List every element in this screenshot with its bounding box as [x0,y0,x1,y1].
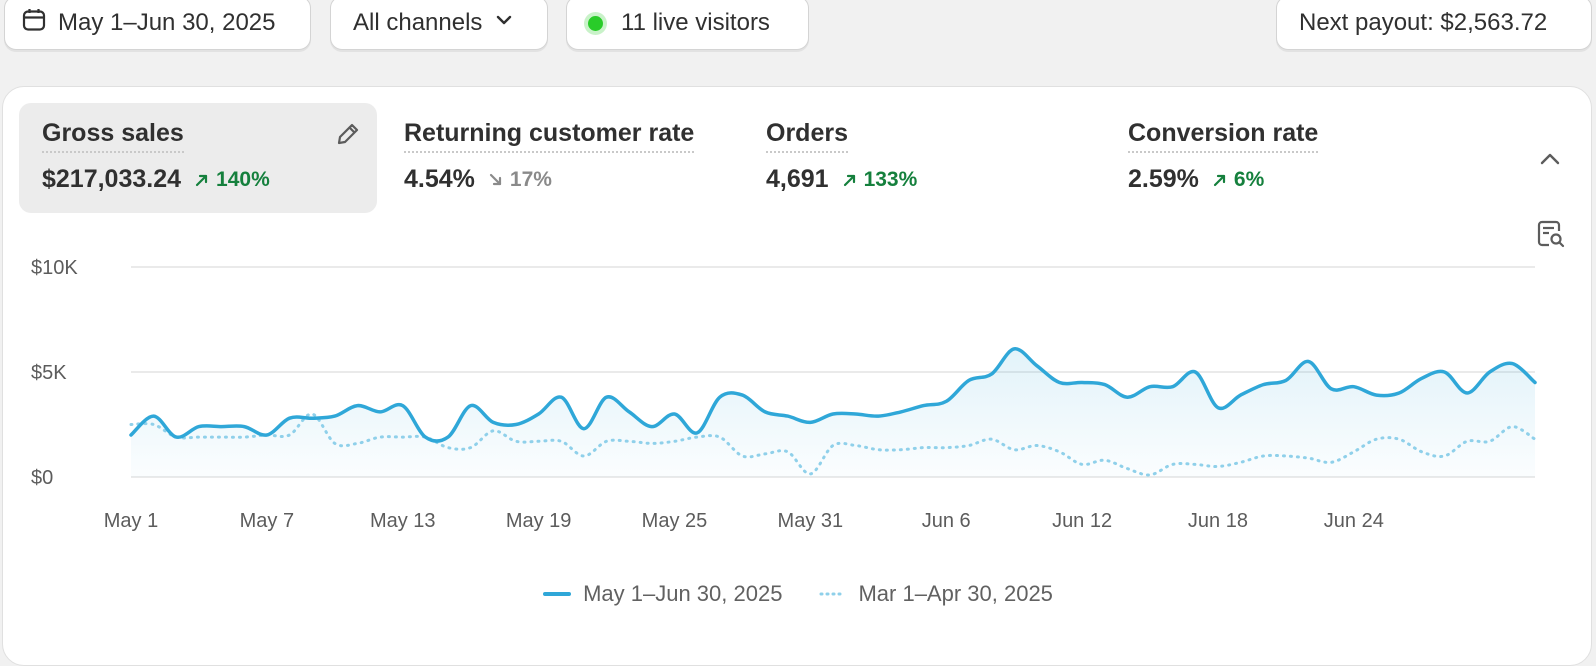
analytics-card: Gross sales $217,033.24 140% Returning c… [2,86,1592,666]
date-range-label: May 1–Jun 30, 2025 [58,9,276,36]
legend-label: Mar 1–Apr 30, 2025 [858,581,1053,606]
metric-label[interactable]: Orders [766,119,848,153]
chevron-down-icon [494,9,514,37]
metric-tab-orders[interactable]: Orders 4,691 133% [743,103,1093,213]
y-tick-label: $0 [31,467,53,489]
x-tick-label: May 19 [506,510,572,532]
x-tick-label: May 1 [104,510,158,532]
metric-value: 4.54% [404,165,475,193]
date-range-button[interactable]: May 1–Jun 30, 2025 [4,0,311,50]
next-payout-button[interactable]: Next payout: $2,563.72 [1276,0,1592,50]
chart-legend: May 1–Jun 30, 2025 Mar 1–Apr 30, 2025 [3,581,1593,607]
metric-value: 2.59% [1128,165,1199,193]
legend-item-previous[interactable]: Mar 1–Apr 30, 2025 [818,581,1053,607]
metric-change-value: 133% [863,167,918,191]
pencil-icon[interactable] [333,121,361,154]
arrow-down-right-icon [489,173,501,185]
series-line-current [129,347,1537,443]
metric-value: $217,033.24 [42,165,182,193]
legend-dotted-swatch [819,592,846,596]
channel-filter-dropdown[interactable]: All channels [330,0,548,50]
x-tick-label: Jun 24 [1324,510,1384,532]
metric-change-value: 140% [216,167,270,191]
x-tick-label: Jun 6 [922,510,971,532]
metric-label[interactable]: Gross sales [42,119,184,153]
metric-change-value: 17% [509,167,552,191]
x-tick-label: Jun 18 [1188,510,1248,532]
series-area-current [131,348,1535,477]
x-tick-label: May 13 [370,510,436,532]
x-tick-label: Jun 12 [1052,510,1112,532]
arrow-up-right-icon [843,174,855,186]
calendar-icon [22,8,46,39]
x-tick-label: May 7 [240,510,294,532]
arrow-up-right-icon [195,174,208,186]
live-visitors-label: 11 live visitors [621,9,770,36]
x-tick-label: May 31 [778,510,844,532]
gross-sales-line-chart: $10K $5K $0 May 1 May 7 May 13 May 19 May 25 May… [31,257,1537,532]
metric-value: 4,691 [766,165,829,193]
legend-solid-swatch [543,592,572,596]
chevron-up-icon[interactable] [1538,147,1562,176]
arrow-up-right-icon [1213,174,1225,186]
metric-change: 17% [489,168,552,192]
metric-change: 6% [1213,168,1264,192]
legend-item-current[interactable]: May 1–Jun 30, 2025 [543,581,782,607]
top-toolbar: May 1–Jun 30, 2025 All channels 11 live … [0,0,1596,60]
metric-tab-gross-sales[interactable]: Gross sales $217,033.24 140% [19,103,377,213]
legend-label: May 1–Jun 30, 2025 [583,581,783,606]
live-status-dot-icon [588,15,603,31]
metric-tab-returning-customer-rate[interactable]: Returning customer rate 4.54% 17% [381,103,731,213]
metric-tab-conversion-rate[interactable]: Conversion rate 2.59% 6% [1105,103,1455,213]
metric-change: 140% [195,168,270,192]
x-tick-label: May 25 [642,510,708,532]
metric-label[interactable]: Conversion rate [1128,119,1319,153]
y-tick-label: $10K [31,257,78,279]
metric-change-value: 6% [1233,167,1265,191]
metric-change: 133% [843,167,918,192]
chart-search-icon[interactable] [1535,219,1565,254]
live-visitors-button[interactable]: 11 live visitors [566,0,809,50]
series-line-previous [129,412,1537,477]
y-tick-label: $5K [31,362,67,384]
channel-filter-label: All channels [353,9,483,36]
metric-label[interactable]: Returning customer rate [404,119,695,153]
next-payout-label: Next payout: $2,563.72 [1299,9,1548,36]
